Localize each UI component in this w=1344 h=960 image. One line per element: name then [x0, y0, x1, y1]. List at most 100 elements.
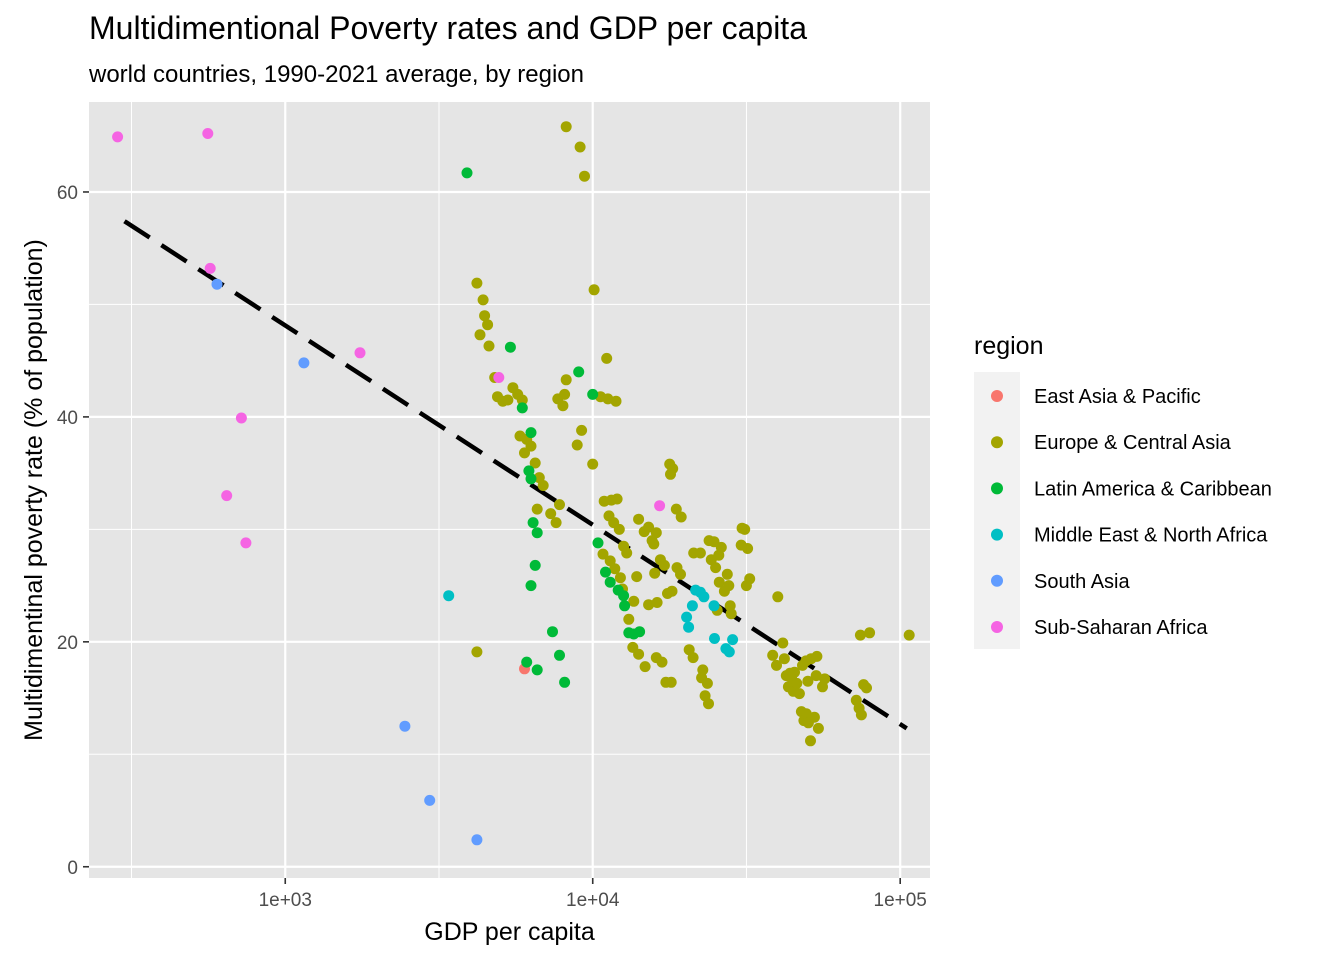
point-europe-central-asia — [502, 394, 514, 406]
point-europe-central-asia — [665, 468, 676, 480]
legend-key — [991, 482, 1003, 495]
point-europe-central-asia — [649, 567, 661, 579]
point-europe-central-asia — [545, 508, 557, 520]
point-europe-central-asia — [643, 599, 655, 611]
point-latin-america-caribbean — [529, 559, 541, 571]
point-europe-central-asia — [656, 656, 668, 668]
trend-line-group — [123, 219, 908, 731]
point-europe-central-asia — [864, 627, 876, 639]
point-europe-central-asia — [903, 629, 915, 641]
gridlines — [89, 102, 930, 878]
point-europe-central-asia — [736, 522, 748, 534]
point-latin-america-caribbean — [619, 600, 631, 612]
point-europe-central-asia — [623, 613, 635, 625]
point-europe-central-asia — [670, 503, 682, 515]
point-europe-central-asia — [710, 562, 722, 574]
point-europe-central-asia — [697, 664, 709, 676]
legend-label: Sub-Saharan Africa — [1034, 617, 1208, 639]
point-south-asia — [471, 834, 483, 846]
point-latin-america-caribbean — [604, 576, 616, 588]
point-europe-central-asia — [802, 675, 814, 687]
y-tick-label: 60 — [57, 183, 78, 204]
point-south-asia — [424, 794, 436, 806]
point-europe-central-asia — [721, 568, 733, 580]
point-europe-central-asia — [579, 170, 590, 182]
point-europe-central-asia — [479, 310, 491, 322]
point-europe-central-asia — [559, 388, 571, 400]
legend-key — [991, 528, 1003, 541]
point-sub-saharan-africa — [240, 537, 252, 549]
point-middle-east-north-africa — [683, 621, 695, 633]
point-europe-central-asia — [611, 493, 623, 505]
point-europe-central-asia — [516, 394, 528, 406]
point-europe-central-asia — [525, 440, 537, 452]
point-sub-saharan-africa — [202, 128, 214, 139]
point-europe-central-asia — [631, 571, 643, 583]
legend: East Asia & Pacific Europe & Central Asia… — [991, 386, 1272, 639]
point-europe-central-asia — [639, 661, 651, 673]
point-europe-central-asia — [772, 591, 784, 603]
data-points — [112, 121, 915, 846]
point-europe-central-asia — [651, 597, 663, 608]
point-sub-saharan-africa — [654, 500, 666, 512]
point-europe-central-asia — [557, 400, 569, 412]
point-europe-central-asia — [675, 511, 687, 523]
point-sub-saharan-africa — [112, 131, 124, 143]
legend-label: Europe & Central Asia — [1034, 432, 1232, 454]
point-europe-central-asia — [675, 568, 686, 580]
trend-line — [123, 219, 908, 731]
point-latin-america-caribbean — [600, 566, 611, 578]
point-europe-central-asia — [812, 722, 824, 734]
point-latin-america-caribbean — [521, 656, 533, 668]
point-europe-central-asia — [560, 374, 572, 386]
point-europe-central-asia — [861, 682, 872, 694]
point-middle-east-north-africa — [708, 600, 720, 612]
point-europe-central-asia — [789, 666, 800, 678]
point-europe-central-asia — [610, 395, 622, 407]
point-europe-central-asia — [777, 637, 789, 649]
point-europe-central-asia — [666, 585, 678, 597]
x-tick-label: 1e+05 — [874, 890, 927, 911]
point-europe-central-asia — [819, 673, 831, 685]
point-europe-central-asia — [531, 503, 543, 515]
point-sub-saharan-africa — [221, 490, 233, 502]
point-europe-central-asia — [701, 677, 713, 689]
point-europe-central-asia — [529, 457, 541, 469]
point-europe-central-asia — [767, 649, 779, 661]
point-south-asia — [211, 278, 223, 290]
point-europe-central-asia — [811, 650, 823, 662]
y-tick-label: 20 — [57, 633, 78, 654]
point-europe-central-asia — [613, 523, 625, 535]
point-latin-america-caribbean — [573, 366, 585, 378]
legend-key — [991, 574, 1003, 587]
point-europe-central-asia — [550, 517, 562, 529]
point-europe-central-asia — [628, 595, 640, 607]
point-europe-central-asia — [687, 652, 699, 664]
point-europe-central-asia — [723, 580, 735, 592]
point-sub-saharan-africa — [204, 262, 216, 274]
x-tick-label: 1e+04 — [566, 890, 620, 911]
legend-key — [991, 436, 1003, 449]
y-tick-label: 40 — [57, 408, 78, 429]
point-europe-central-asia — [694, 547, 706, 559]
point-middle-east-north-africa — [723, 646, 735, 658]
point-europe-central-asia — [648, 538, 660, 550]
legend-key — [991, 621, 1003, 633]
point-europe-central-asia — [474, 329, 486, 341]
point-south-asia — [399, 720, 411, 732]
point-europe-central-asia — [778, 653, 790, 665]
point-europe-central-asia — [740, 580, 752, 592]
chart-subtitle: world countries, 1990-2021 average, by r… — [88, 61, 584, 88]
point-europe-central-asia — [471, 646, 483, 658]
point-latin-america-caribbean — [592, 537, 604, 549]
y-axis-title: Multidimentinal poverty rate (% of popul… — [20, 239, 48, 741]
point-europe-central-asia — [554, 499, 565, 511]
y-axis: 0 20 40 60 — [57, 183, 89, 879]
point-middle-east-north-africa — [686, 600, 698, 612]
point-europe-central-asia — [633, 513, 645, 525]
point-latin-america-caribbean — [525, 580, 537, 592]
point-europe-central-asia — [643, 521, 655, 533]
point-latin-america-caribbean — [527, 517, 539, 529]
point-middle-east-north-africa — [727, 634, 739, 646]
